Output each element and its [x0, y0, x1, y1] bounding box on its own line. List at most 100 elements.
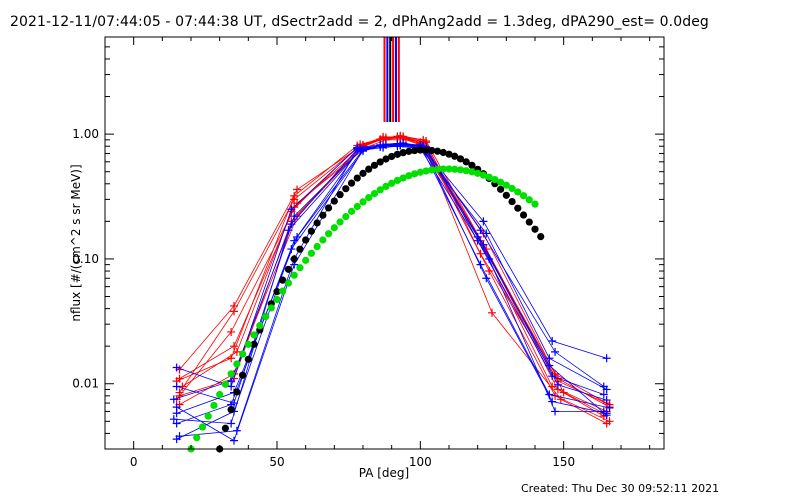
fit-point-1-19 [296, 264, 304, 272]
x-axis-label: PA [deg] [359, 466, 409, 480]
series-line-2 [176, 139, 607, 412]
series-point-16-9 [602, 411, 611, 420]
fit-point-1-24 [325, 230, 333, 238]
fit-point-1-2 [198, 423, 207, 431]
series-point-4-1 [232, 347, 241, 356]
fit-point-1-44 [439, 165, 447, 173]
series-line-0 [179, 136, 607, 404]
y-tick-label-0: 0.01 [72, 377, 99, 391]
series-point-16-3 [359, 145, 367, 154]
fit-point-1-5 [216, 390, 224, 399]
y-tick-label-1: 0.10 [72, 252, 99, 266]
fit-point-0-23 [347, 179, 356, 187]
fit-point-1-40 [416, 168, 424, 176]
fit-point-0-26 [365, 165, 373, 173]
series-point-10-1 [227, 377, 236, 386]
fit-point-0-32 [399, 149, 407, 157]
fit-point-1-52 [485, 173, 493, 181]
series-point-5-9 [602, 419, 611, 428]
fit-point-0-56 [537, 232, 545, 241]
series-2 [172, 135, 611, 416]
series-point-15-1 [227, 419, 236, 428]
fit-point-0-39 [439, 148, 447, 157]
series-point-15-7 [485, 254, 494, 263]
series-point-10-9 [602, 385, 611, 394]
series-point-5-7 [488, 308, 496, 317]
x-tick-label-3: 150 [552, 455, 575, 469]
series-line-16 [176, 144, 607, 442]
series-point-16-0 [172, 403, 181, 412]
series-point-12-9 [602, 396, 611, 405]
series-point-11-9 [599, 390, 608, 399]
fit-point-1-59 [525, 196, 533, 204]
fit-point-0-50 [502, 191, 510, 199]
fit-point-1-58 [519, 192, 528, 200]
series-point-16-1 [230, 436, 238, 445]
fit-point-0-55 [531, 225, 539, 233]
fit-point-1-26 [336, 218, 344, 226]
plot-frame [104, 36, 665, 450]
fit-point-1-56 [508, 184, 516, 193]
fit-point-1-12 [256, 322, 264, 330]
fit-point-1-1 [193, 434, 201, 442]
series-point-13-2 [287, 245, 296, 254]
series-point-10-7 [482, 229, 491, 238]
fit-point-0-15 [302, 236, 310, 244]
series-point-14-7 [482, 274, 491, 283]
fit-point-0-51 [508, 197, 516, 206]
fit-curve-1 [187, 165, 539, 453]
fit-point-1-51 [479, 171, 487, 179]
series-point-7-0 [175, 391, 184, 400]
fit-point-1-13 [261, 313, 270, 321]
series-line-4 [182, 137, 610, 422]
fit-point-1-46 [451, 165, 459, 173]
fit-point-1-39 [411, 170, 419, 178]
fit-point-0-29 [382, 155, 390, 163]
x-tick-label-2: 100 [409, 455, 432, 469]
fit-point-1-45 [445, 165, 453, 173]
series-6 [172, 134, 608, 418]
y-tick-label-2: 1.00 [72, 127, 99, 141]
fit-point-1-42 [428, 166, 436, 174]
fit-point-1-3 [204, 412, 212, 420]
fit-point-0-54 [525, 218, 533, 226]
fit-point-0-38 [433, 147, 442, 155]
series-point-16-5 [396, 140, 405, 149]
plot-title: 2021-12-11/07:44:05 - 07:44:38 UT, dSect… [10, 14, 709, 30]
fit-point-0-34 [411, 146, 419, 155]
fit-point-0-52 [514, 204, 522, 212]
series-point-8-8 [548, 337, 557, 346]
series-5 [175, 132, 611, 428]
fit-point-0-37 [428, 146, 436, 155]
fit-point-1-28 [347, 207, 356, 215]
series-point-12-2 [290, 236, 299, 245]
fit-point-1-16 [279, 287, 287, 295]
fit-point-1-32 [370, 189, 379, 198]
series-point-14-1 [232, 426, 241, 435]
series-point-12-0 [172, 419, 181, 428]
fit-point-1-35 [388, 179, 396, 187]
fit-point-0-3 [233, 388, 241, 396]
series-point-16-8 [545, 361, 554, 370]
series-point-8-9 [602, 354, 611, 363]
fit-point-0-11 [279, 276, 287, 284]
fit-point-1-17 [284, 279, 293, 287]
fit-point-1-11 [250, 331, 258, 339]
fit-point-1-37 [399, 174, 407, 182]
fit-point-1-9 [239, 350, 247, 358]
fit-point-1-47 [456, 166, 465, 174]
fit-point-0-1 [221, 424, 229, 432]
fit-point-1-25 [330, 224, 338, 232]
fit-point-0-4 [239, 371, 247, 379]
series-7 [175, 132, 614, 409]
fit-point-1-55 [502, 181, 510, 189]
series-point-3-1 [230, 342, 238, 351]
fit-point-1-10 [244, 340, 252, 348]
fit-point-0-40 [445, 150, 453, 158]
fit-point-1-60 [531, 200, 539, 208]
series-line-1 [179, 135, 610, 408]
fit-point-0-21 [336, 191, 344, 199]
fit-point-0-10 [273, 288, 281, 296]
series-point-14-0 [175, 432, 184, 441]
